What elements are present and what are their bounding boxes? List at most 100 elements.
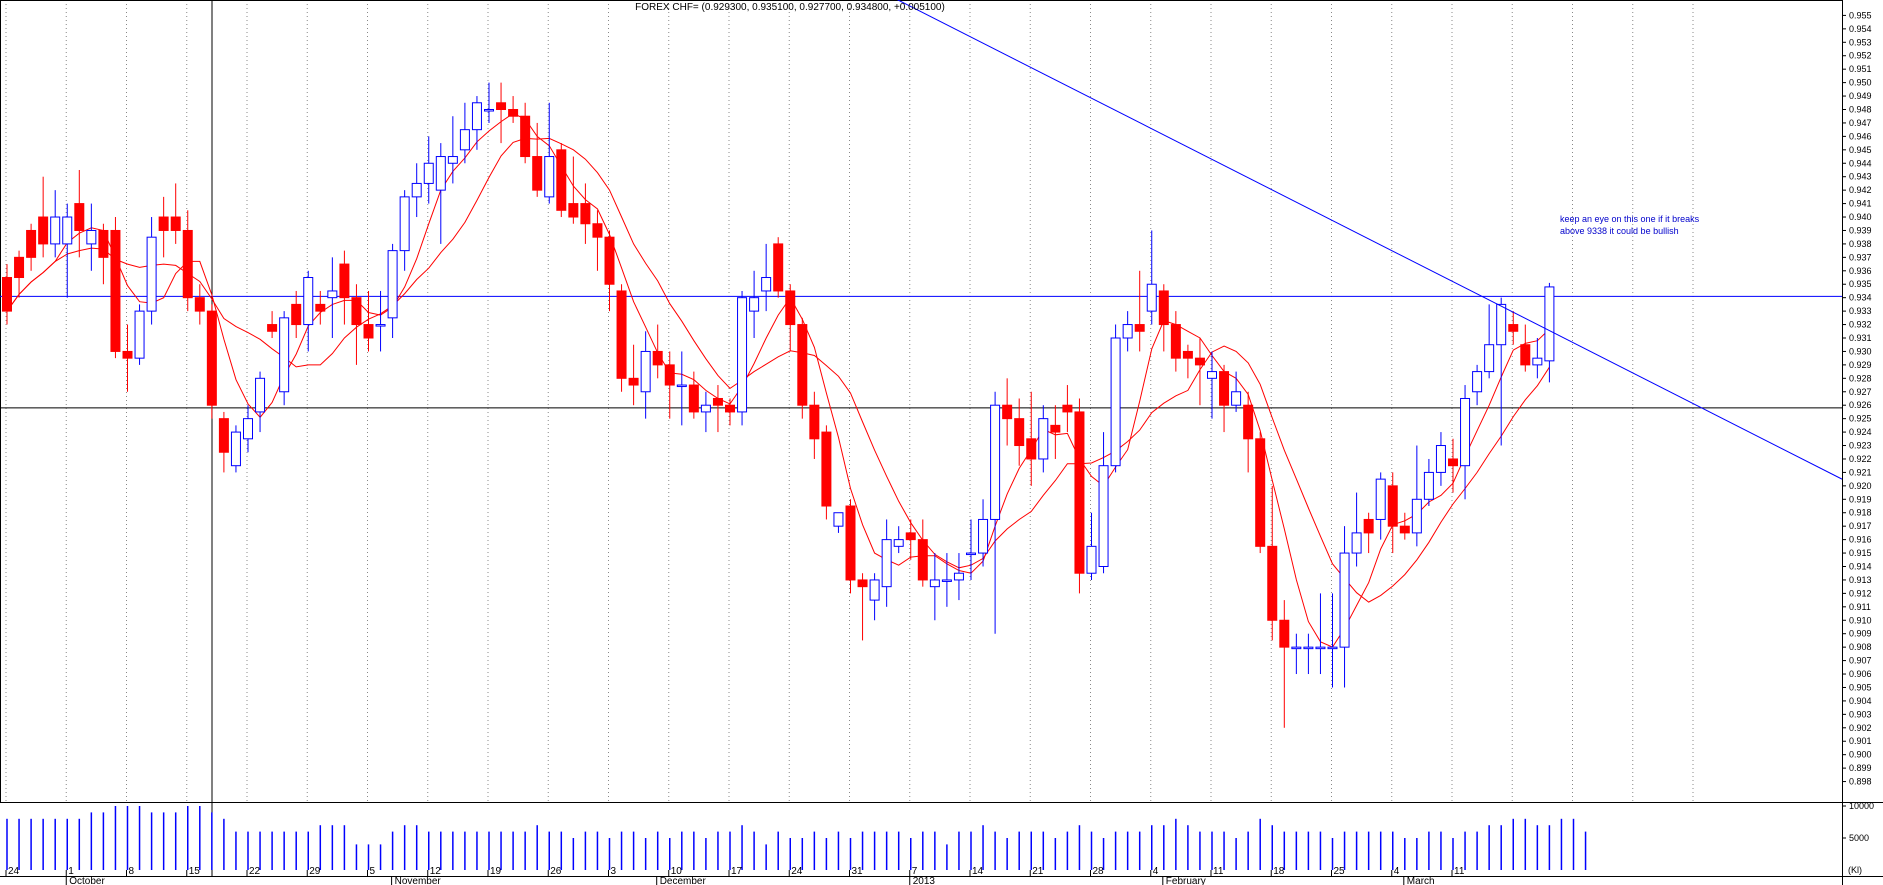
candle-body <box>1411 498 1422 534</box>
x-day-label: 4 <box>1394 866 1400 877</box>
candle-body <box>1158 290 1169 326</box>
x-day-label: 15 <box>189 866 201 877</box>
candle-body <box>255 377 266 413</box>
x-day-label: 11 <box>1213 866 1224 877</box>
y-tick-label: 0.928 <box>1849 373 1872 383</box>
x-day-label: 28 <box>1093 866 1105 877</box>
candle-body <box>640 350 651 393</box>
date-axis: 24 1 8 15 22 29 5 12 19 26 3 10 17 24 31 7 14 21 28 4 11 18 25… <box>5 866 1465 885</box>
candle-body <box>712 397 723 406</box>
x-day-label: 11 <box>1454 866 1465 877</box>
candle-body <box>1291 646 1302 650</box>
x-day-label: 7 <box>912 866 918 877</box>
candle-body <box>664 364 675 386</box>
y-tick-label: 0.947 <box>1849 118 1872 128</box>
candle-body <box>1219 371 1230 406</box>
y-tick-label: 0.898 <box>1849 777 1872 787</box>
candle-body <box>134 310 145 359</box>
candle-body <box>38 216 49 245</box>
candle-body <box>447 156 458 164</box>
candle-body <box>809 404 820 440</box>
candle-body <box>158 216 169 231</box>
candle-body <box>978 518 989 554</box>
candle-body <box>1002 404 1013 420</box>
candle-body <box>206 310 217 406</box>
y-tick-label: 0.912 <box>1849 588 1872 598</box>
candle-body <box>1231 391 1242 406</box>
candle-body <box>459 129 470 151</box>
y-tick-label: 0.904 <box>1849 696 1872 706</box>
moving-average-5 <box>6 112 1550 648</box>
annotation-line-1: keep an eye on this one if it breaks <box>1560 214 1700 224</box>
y-tick-label: 0.943 <box>1849 172 1872 182</box>
y-tick-label: 0.902 <box>1849 723 1872 733</box>
candle-body <box>520 115 531 158</box>
x-day-label: 4 <box>1153 866 1159 877</box>
candle-body <box>110 229 121 352</box>
candle-body <box>351 297 362 326</box>
y-tick-label: 0.918 <box>1849 508 1872 518</box>
candle-body <box>1339 552 1350 648</box>
candle-body <box>363 324 374 339</box>
y-tick-label: 0.906 <box>1849 669 1872 679</box>
candle-body <box>1532 357 1543 366</box>
candle-body <box>471 102 482 131</box>
candle-body <box>1026 438 1037 460</box>
y-tick-label: 0.905 <box>1849 682 1872 692</box>
y-tick-label: 0.916 <box>1849 535 1872 545</box>
candle-body <box>797 324 808 406</box>
y-tick-label: 0.955 <box>1849 10 1872 20</box>
x-day-label: 24 <box>8 866 20 877</box>
candle-body <box>773 243 784 292</box>
candle-body <box>1544 286 1555 362</box>
y-tick-label: 0.920 <box>1849 481 1872 491</box>
y-tick-label: 0.931 <box>1849 333 1872 343</box>
candle-body <box>315 303 326 312</box>
candle-body <box>857 579 868 588</box>
y-tick-label: 0.925 <box>1849 414 1872 424</box>
trendline-group <box>896 0 1843 480</box>
volume-tick-label: 5000 <box>1849 833 1869 843</box>
candle-body <box>98 229 109 258</box>
candle-body <box>761 277 772 292</box>
x-day-label: 24 <box>791 866 803 877</box>
candle-body <box>1207 371 1217 379</box>
y-tick-label: 0.899 <box>1849 763 1872 773</box>
moving-average-10 <box>6 137 1550 603</box>
candle-body <box>725 404 735 413</box>
x-day-label: 5 <box>370 866 376 877</box>
candle-body <box>327 290 338 299</box>
candle-body <box>1279 619 1290 648</box>
candle-body <box>1170 324 1181 359</box>
candle-body <box>1327 646 1338 650</box>
candle-body <box>1014 418 1025 447</box>
y-tick-label: 0.917 <box>1849 521 1872 531</box>
candle-body <box>604 236 615 285</box>
y-tick-label: 0.919 <box>1849 494 1872 504</box>
candle-body <box>941 579 952 582</box>
candle-body <box>1484 344 1495 373</box>
y-tick-label: 0.900 <box>1849 750 1872 760</box>
y-tick-label: 0.935 <box>1849 279 1872 289</box>
y-tick-label: 0.933 <box>1849 306 1872 316</box>
candle-body <box>1399 525 1410 534</box>
x-day-label: 31 <box>852 866 864 877</box>
candle-body <box>26 229 37 258</box>
candle-body <box>1086 545 1097 574</box>
candle-body <box>845 505 856 581</box>
candle-body <box>1448 458 1458 467</box>
candle-body <box>893 539 904 547</box>
candle-body <box>881 539 892 588</box>
candle-body <box>1182 350 1193 359</box>
candle-body <box>218 418 229 453</box>
candle-body <box>411 182 422 198</box>
candle-body <box>1243 404 1254 440</box>
x-day-label: 21 <box>1032 866 1044 877</box>
candle-body <box>905 532 916 541</box>
candle-body <box>544 156 555 198</box>
y-tick-label: 0.951 <box>1849 64 1872 74</box>
y-tick-label: 0.926 <box>1849 400 1872 410</box>
candle-body <box>1098 465 1109 567</box>
y-tick-label: 0.940 <box>1849 212 1872 222</box>
x-day-label: 10 <box>671 866 683 877</box>
